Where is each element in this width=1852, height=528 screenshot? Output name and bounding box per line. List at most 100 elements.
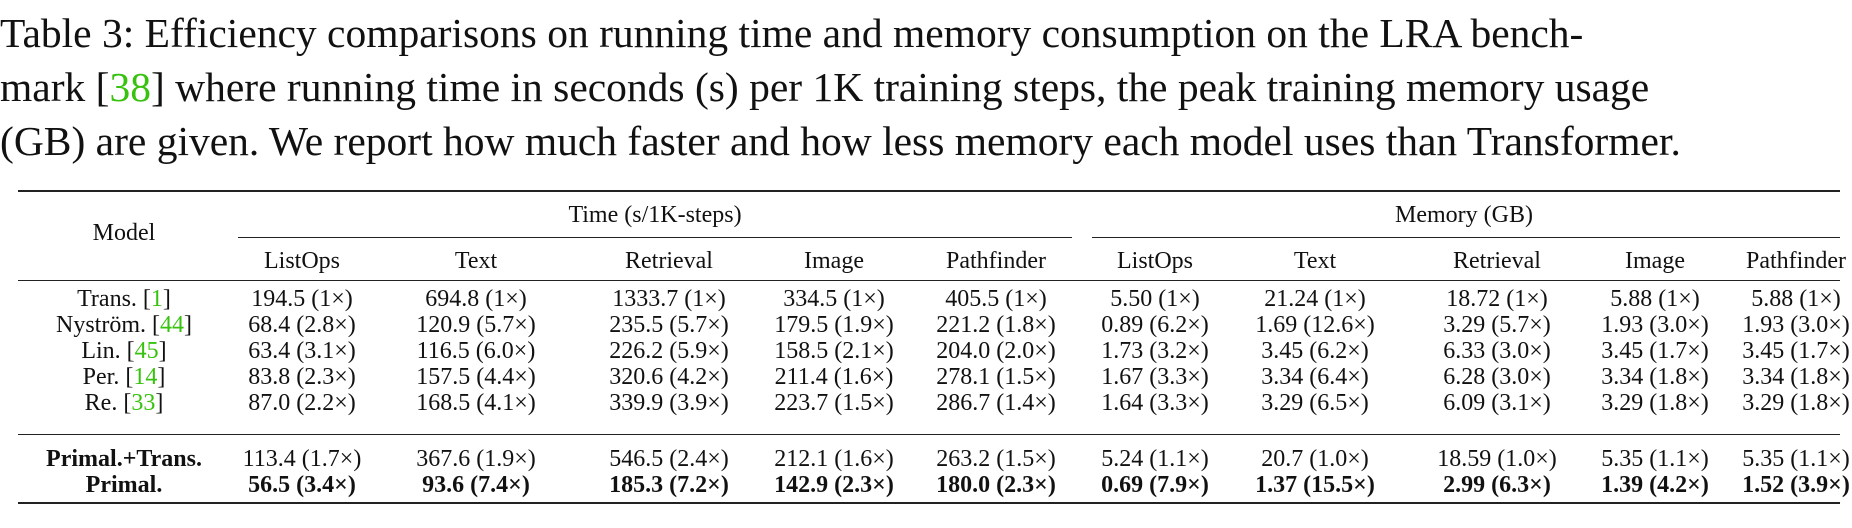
table-cell: 334.5 (1×) <box>783 286 885 312</box>
table-caption: Table 3: Efficiency comparisons on runni… <box>0 6 1830 168</box>
column-header-listops-memory: ListOps <box>1116 248 1194 274</box>
table-cell: 546.5 (2.4×) <box>609 446 729 472</box>
column-header-text-memory: Text <box>1293 248 1337 274</box>
table-cell: 235.5 (5.7×) <box>609 312 729 338</box>
table-cell: 194.5 (1×) <box>251 286 353 312</box>
table-cell: 56.5 (3.4×) <box>248 472 356 498</box>
table-cell: 5.35 (1.1×) <box>1601 446 1709 472</box>
table-cell: 1.52 (3.9×) <box>1742 472 1850 498</box>
table-cell: 694.8 (1×) <box>425 286 527 312</box>
table-cell: 221.2 (1.8×) <box>936 312 1056 338</box>
caption-line-2: mark [38] where running time in seconds … <box>0 60 1830 114</box>
table-cell: 3.45 (1.7×) <box>1742 338 1850 364</box>
table-cell: 93.6 (7.4×) <box>422 472 530 498</box>
column-header-image-time: Image <box>804 248 864 274</box>
column-header-text-time: Text <box>454 248 498 274</box>
table-cell: 1.67 (3.3×) <box>1101 364 1209 390</box>
table-cell: 367.6 (1.9×) <box>416 446 536 472</box>
table-cell: 1.93 (3.0×) <box>1601 312 1709 338</box>
table-cell: 18.72 (1×) <box>1446 286 1548 312</box>
table-cell: 113.4 (1.7×) <box>242 446 362 472</box>
table-cell: 5.50 (1×) <box>1110 286 1200 312</box>
model-column-header: Model <box>92 220 156 246</box>
citation-link[interactable]: 38 <box>109 64 151 110</box>
table-cell: 179.5 (1.9×) <box>774 312 894 338</box>
caption-text-1: Efficiency comparisons on running time a… <box>144 10 1584 56</box>
table-cell: 3.34 (1.8×) <box>1601 364 1709 390</box>
table-cell: 5.88 (1×) <box>1751 286 1841 312</box>
table-cell: 21.24 (1×) <box>1264 286 1366 312</box>
table-cell: 120.9 (5.7×) <box>416 312 536 338</box>
table-cell: 3.45 (6.2×) <box>1261 338 1369 364</box>
table-cell: 63.4 (3.1×) <box>248 338 356 364</box>
table-cell: 211.4 (1.6×) <box>774 364 894 390</box>
column-header-pathfinder-time: Pathfinder <box>946 248 1046 274</box>
row-model-name: Re. [33] <box>84 390 164 416</box>
table-cell: 1333.7 (1×) <box>612 286 726 312</box>
caption-line-3: (GB) are given. We report how much faste… <box>0 118 1681 164</box>
row-model-name: Nyström. [44] <box>56 312 192 338</box>
table-cell: 20.7 (1.0×) <box>1261 446 1369 472</box>
table-cell: 339.9 (3.9×) <box>609 390 729 416</box>
table-cell: 83.8 (2.3×) <box>248 364 356 390</box>
table-cell: 3.34 (6.4×) <box>1261 364 1369 390</box>
table-cell: 6.33 (3.0×) <box>1443 338 1551 364</box>
table-cell: 87.0 (2.2×) <box>248 390 356 416</box>
table-cell: 5.88 (1×) <box>1610 286 1700 312</box>
memory-group-rule <box>1092 237 1840 238</box>
table-cell: 1.37 (15.5×) <box>1255 472 1375 498</box>
table-cell: 180.0 (2.3×) <box>936 472 1056 498</box>
row-model-name: Primal.+Trans. <box>46 446 202 472</box>
column-header-image-memory: Image <box>1625 248 1685 274</box>
table-cell: 6.09 (3.1×) <box>1443 390 1551 416</box>
table-cell: 5.24 (1.1×) <box>1101 446 1209 472</box>
citation-link[interactable]: 45 <box>134 338 159 364</box>
table-cell: 1.93 (3.0×) <box>1742 312 1850 338</box>
row-model-name: Per. [14] <box>82 364 166 390</box>
table-cell: 6.28 (3.0×) <box>1443 364 1551 390</box>
citation-link[interactable]: 33 <box>131 390 156 416</box>
row-model-name: Trans. [1] <box>77 286 171 312</box>
table-cell: 3.45 (1.7×) <box>1601 338 1709 364</box>
column-header-pathfinder-memory: Pathfinder <box>1746 248 1846 274</box>
table-cell: 3.34 (1.8×) <box>1742 364 1850 390</box>
table-cell: 142.9 (2.3×) <box>774 472 894 498</box>
time-group-rule <box>238 237 1072 238</box>
table-cell: 263.2 (1.5×) <box>936 446 1056 472</box>
table-cell: 18.59 (1.0×) <box>1437 446 1557 472</box>
caption-text-2b: ] where running time in seconds (s) per … <box>150 64 1650 110</box>
table-cell: 0.69 (7.9×) <box>1101 472 1209 498</box>
primal-section-rule <box>18 434 1840 435</box>
table-cell: 2.99 (6.3×) <box>1443 472 1551 498</box>
table-cell: 157.5 (4.4×) <box>416 364 536 390</box>
row-model-name: Primal. <box>85 472 163 498</box>
table-cell: 405.5 (1×) <box>945 286 1047 312</box>
top-rule <box>18 190 1840 192</box>
citation-link[interactable]: 1 <box>150 286 163 312</box>
table-cell: 168.5 (4.1×) <box>416 390 536 416</box>
table-cell: 1.64 (3.3×) <box>1101 390 1209 416</box>
caption-text-2a: mark [ <box>0 64 110 110</box>
table-cell: 1.73 (3.2×) <box>1101 338 1209 364</box>
table-cell: 3.29 (1.8×) <box>1742 390 1850 416</box>
citation-link[interactable]: 44 <box>160 312 184 338</box>
table-cell: 278.1 (1.5×) <box>936 364 1056 390</box>
column-header-retrieval-memory: Retrieval <box>1453 248 1541 274</box>
table-cell: 5.35 (1.1×) <box>1742 446 1850 472</box>
bottom-rule <box>18 502 1840 504</box>
table-cell: 68.4 (2.8×) <box>248 312 356 338</box>
column-header-retrieval-time: Retrieval <box>625 248 713 274</box>
table-cell: 212.1 (1.6×) <box>774 446 894 472</box>
table-cell: 116.5 (6.0×) <box>416 338 536 364</box>
table-cell: 320.6 (4.2×) <box>609 364 729 390</box>
table-cell: 158.5 (2.1×) <box>774 338 894 364</box>
table-cell: 204.0 (2.0×) <box>936 338 1056 364</box>
caption-label: Table 3: <box>0 10 135 56</box>
table-cell: 1.69 (12.6×) <box>1255 312 1375 338</box>
table-cell: 226.2 (5.9×) <box>609 338 729 364</box>
column-header-listops-time: ListOps <box>263 248 341 274</box>
citation-link[interactable]: 14 <box>133 364 158 390</box>
table-cell: 3.29 (5.7×) <box>1443 312 1551 338</box>
table-cell: 223.7 (1.5×) <box>774 390 894 416</box>
table-cell: 185.3 (7.2×) <box>609 472 729 498</box>
